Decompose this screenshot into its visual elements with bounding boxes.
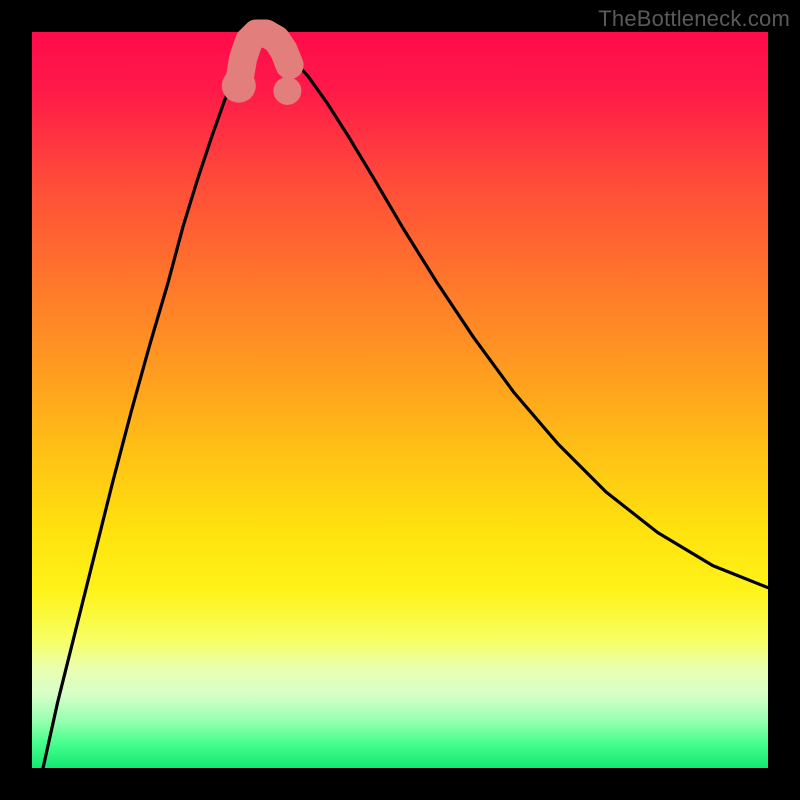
highlight-dot-0	[222, 69, 256, 103]
highlight-dot-1	[273, 77, 301, 105]
chart-svg	[0, 0, 800, 800]
plot-background	[32, 32, 768, 768]
root-stage: TheBottleneck.com	[0, 0, 800, 800]
watermark-text: TheBottleneck.com	[598, 6, 790, 32]
